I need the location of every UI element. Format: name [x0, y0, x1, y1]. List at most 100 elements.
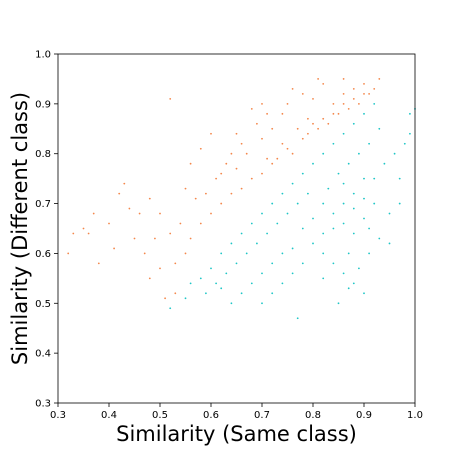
scatter-point [199, 147, 202, 150]
scatter-point [322, 232, 325, 235]
scatter-point [342, 92, 345, 95]
scatter-point [230, 152, 233, 155]
scatter-point [271, 262, 274, 265]
scatter-point [113, 247, 115, 250]
scatter-point [230, 302, 233, 305]
scatter-point [322, 83, 325, 85]
scatter-point [296, 127, 299, 130]
scatter-point [352, 122, 355, 125]
scatter-point [210, 267, 212, 270]
scatter-point [261, 272, 263, 275]
scatter-point [281, 112, 284, 115]
scatter-point [189, 237, 192, 240]
scatter-point [143, 252, 146, 255]
scatter-point [281, 282, 284, 285]
scatter-point [378, 127, 381, 130]
scatter-point [347, 162, 350, 165]
scatter-point [240, 292, 243, 295]
scatter-point [296, 202, 299, 205]
scatter-point [398, 177, 401, 180]
scatter-point [67, 252, 70, 255]
scatter-point [322, 252, 325, 255]
scatter-point [342, 182, 345, 185]
y-tick-label: 0.6 [35, 249, 51, 260]
scatter-point [220, 287, 223, 290]
scatter-point [342, 202, 345, 205]
scatter-point [332, 227, 335, 230]
scatter-point [291, 182, 294, 185]
scatter-point [409, 132, 411, 135]
scatter-point [266, 112, 268, 115]
scatter-point [322, 152, 325, 155]
x-axis-title: Similarity (Same class) [116, 422, 357, 446]
scatter-point [332, 212, 335, 215]
scatter-point [358, 267, 360, 270]
scatter-point [342, 78, 345, 80]
scatter-point [301, 172, 304, 175]
y-tick-label: 1.0 [35, 50, 51, 61]
scatter-point [363, 217, 365, 220]
scatter-point [327, 187, 330, 190]
scatter-point [184, 252, 187, 255]
scatter-point [403, 142, 406, 145]
scatter-point [332, 112, 335, 115]
scatter-point [358, 102, 360, 105]
scatter-point [322, 202, 325, 205]
scatter-point [215, 177, 218, 180]
scatter-point [220, 252, 223, 255]
scatter-point [307, 192, 309, 195]
scatter-point [307, 132, 309, 135]
scatter-point [337, 172, 340, 175]
scatter-point [261, 302, 263, 305]
scatter-point [199, 277, 202, 280]
scatter-point [179, 222, 182, 225]
scatter-point [347, 107, 350, 110]
scatter-point [393, 152, 396, 155]
scatter-point [312, 122, 314, 125]
x-tick-label: 0.8 [305, 410, 321, 421]
scatter-point [97, 262, 100, 265]
scatter-point [82, 227, 85, 230]
scatter-point [184, 297, 187, 300]
scatter-point [210, 132, 212, 135]
scatter-point [271, 127, 274, 130]
scatter-point [352, 232, 355, 235]
data-points [67, 78, 416, 320]
scatter-point [159, 267, 161, 270]
scatter-point [169, 232, 172, 235]
scatter-point [373, 177, 376, 180]
scatter-point [378, 78, 381, 80]
y-tick-label: 0.9 [35, 99, 51, 110]
scatter-point [250, 282, 253, 285]
y-tick-label: 0.7 [35, 199, 51, 210]
scatter-point [363, 292, 365, 295]
scatter-point [250, 107, 253, 110]
series-1-points [169, 102, 416, 320]
scatter-point [184, 187, 187, 190]
scatter-point [347, 252, 350, 255]
scatter-point [245, 152, 248, 155]
scatter-point [291, 272, 294, 275]
scatter-point [87, 232, 90, 235]
y-tick-label: 0.5 [35, 299, 51, 310]
scatter-point [352, 207, 355, 210]
scatter-point [235, 132, 238, 135]
scatter-point [256, 242, 258, 245]
scatter-point [215, 282, 218, 285]
scatter-point [245, 252, 248, 255]
scatter-point [276, 222, 279, 225]
scatter-point [205, 192, 207, 195]
scatter-point [363, 197, 365, 200]
x-axis-ticks: 0.3 0.4 0.5 0.6 0.7 0.8 0.9 1.0 [50, 403, 423, 421]
scatter-point [108, 222, 110, 225]
scatter-point [199, 222, 202, 225]
scatter-point [169, 97, 172, 100]
scatter-point [307, 117, 309, 120]
scatter-point [225, 162, 228, 165]
scatter-point [337, 112, 340, 115]
scatter-point [235, 262, 238, 265]
scatter-point [347, 287, 350, 290]
scatter-point [220, 202, 223, 205]
scatter-point [235, 167, 238, 170]
scatter-point [271, 162, 274, 165]
